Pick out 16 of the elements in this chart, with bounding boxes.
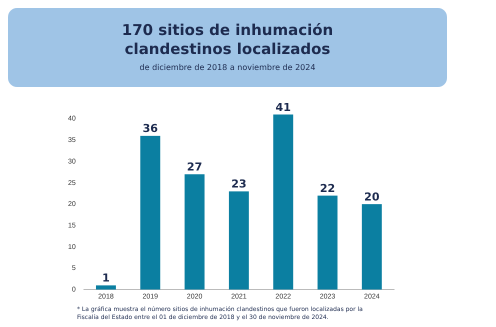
data-label: 22 (320, 182, 336, 195)
bar (96, 285, 116, 290)
bar (184, 174, 205, 290)
data-label: 1 (102, 272, 110, 285)
bar (362, 204, 382, 290)
data-label: 36 (142, 122, 158, 136)
data-label: 20 (364, 190, 380, 204)
bar (273, 114, 294, 290)
data-label: 23 (231, 178, 247, 191)
data-label: 27 (186, 160, 202, 174)
data-label: 41 (276, 100, 291, 114)
bar (228, 191, 249, 290)
bar (318, 196, 338, 290)
bar (140, 136, 160, 290)
chart-title: 170 sitios de inhumación clandestinos localizados (120, 21, 334, 59)
chart-subtitle: de diciembre de 2018 a noviembre de 2024 (138, 63, 316, 72)
